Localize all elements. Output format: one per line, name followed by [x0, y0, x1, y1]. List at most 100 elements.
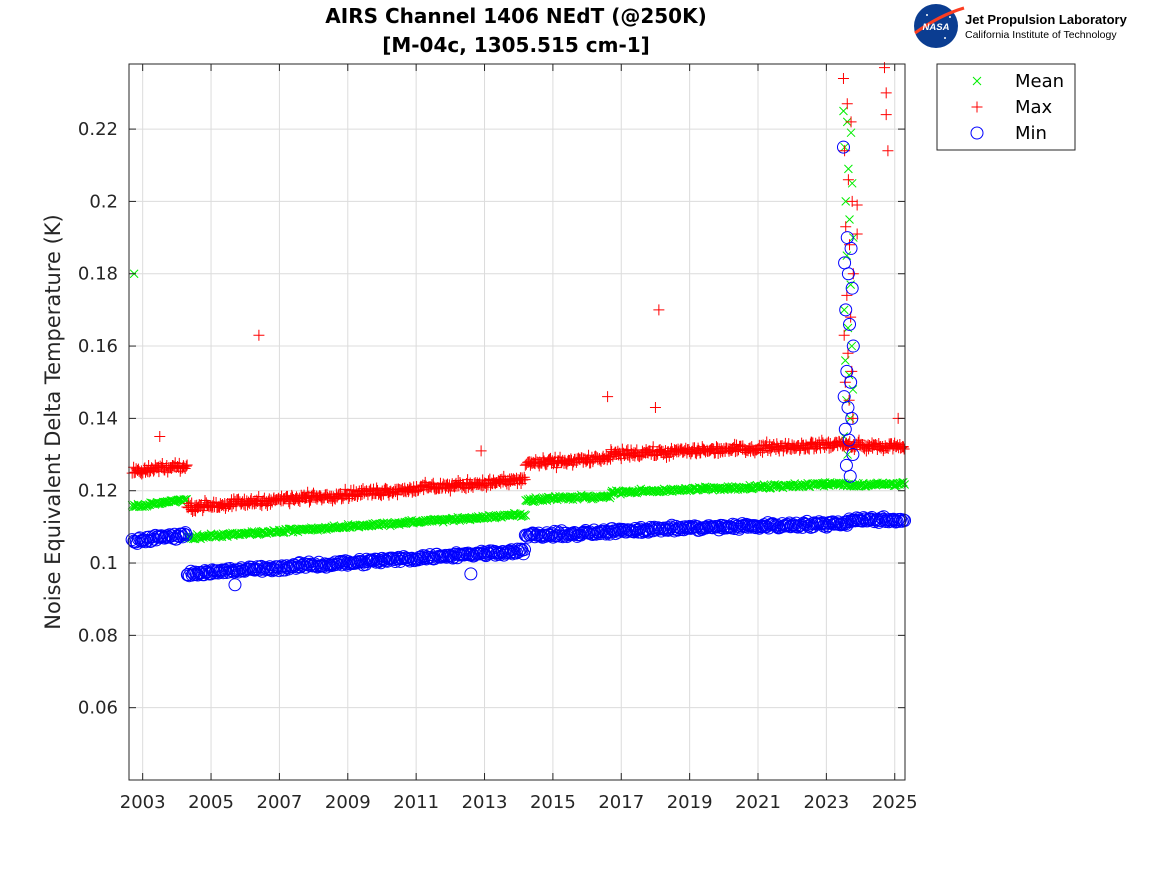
min-spike-point [846, 339, 860, 353]
max-point [199, 495, 211, 507]
min-outlier-point [228, 578, 242, 592]
max-point [897, 441, 909, 453]
legend-marker-max [971, 101, 983, 113]
max-outlier-point [851, 199, 863, 211]
x-tick-label: 2005 [188, 792, 234, 813]
min-spike-point [836, 140, 850, 154]
min-point [230, 564, 244, 578]
max-point [642, 447, 654, 459]
nasa-wordmark: NASA [923, 22, 950, 33]
mean-point [521, 511, 531, 520]
mean-spike-point [841, 197, 851, 206]
min-point [801, 519, 815, 533]
axes: 2003 2005 2007 2009 2011 2013 2015 2017 2019 2021… [78, 63, 918, 813]
chart-title: AIRS Channel 1406 NEdT (@250K) [325, 4, 706, 28]
min-point [700, 520, 714, 534]
mean-spike-point [847, 178, 857, 188]
x-tick-label: 2007 [257, 792, 303, 813]
nasa-swoosh-icon [914, 6, 965, 35]
legend-label-mean: Mean [1015, 71, 1064, 92]
mean-spike-point [844, 164, 853, 174]
x-tick-label: 2015 [530, 792, 576, 813]
chart-subtitle: [M-04c, 1305.515 cm-1] [382, 33, 650, 57]
max-outlier-point [154, 430, 166, 442]
max-outlier-point [880, 109, 892, 121]
min-point [634, 520, 648, 534]
y-tick-label: 0.16 [78, 336, 118, 357]
mean-spike-point [843, 450, 852, 459]
plot-frame [128, 63, 906, 781]
max-point [729, 446, 741, 458]
x-tick-label: 2021 [735, 792, 781, 813]
max-point [518, 471, 530, 483]
max-point [550, 462, 562, 474]
series-min [125, 140, 912, 592]
max-spike-point [837, 72, 849, 84]
max-spike-point [845, 116, 857, 128]
max-point [849, 441, 861, 453]
mean-point [719, 485, 729, 494]
max-point [750, 444, 762, 456]
max-point [761, 436, 773, 448]
legend-label-max: Max [1015, 97, 1053, 118]
x-tick-label: 2019 [667, 792, 713, 813]
min-point [518, 543, 532, 557]
jpl-subname: California Institute of Technology [965, 29, 1117, 41]
mean-point [161, 497, 170, 507]
max-point [796, 437, 808, 449]
max-outlier-point [851, 228, 863, 240]
mean-spike-point [848, 385, 858, 394]
min-spike-point [845, 281, 859, 295]
min-point [304, 557, 318, 571]
series-max [126, 62, 910, 518]
max-point [745, 445, 757, 457]
max-point [659, 445, 671, 457]
y-axis-label: Noise Equivalent Delta Temperature (K) [41, 214, 65, 630]
min-spike-point [843, 317, 857, 331]
legend-marker-min [970, 126, 984, 140]
max-point [180, 460, 192, 472]
min-point [528, 530, 542, 544]
min-spike-point [839, 303, 853, 317]
mean-spike-point [842, 251, 852, 261]
max-point [641, 447, 653, 459]
y-tick-label: 0.22 [78, 119, 118, 140]
max-outlier-point [475, 445, 487, 457]
y-tick-label: 0.08 [78, 625, 118, 646]
mean-point [257, 527, 267, 536]
max-point [181, 459, 193, 471]
max-point [710, 441, 722, 453]
max-point [898, 443, 910, 455]
min-spike-point [846, 448, 860, 462]
min-spike-point [844, 375, 858, 389]
mean-point [412, 517, 422, 527]
max-spike-point [840, 221, 852, 233]
y-tick-label: 0.06 [78, 698, 118, 719]
mean-point [182, 494, 191, 504]
min-point [181, 567, 195, 581]
star-icon [949, 16, 951, 18]
mean-point [898, 477, 908, 487]
min-spike-point [845, 411, 859, 425]
min-point [890, 514, 904, 528]
min-point [390, 551, 404, 565]
mean-spike-point [846, 128, 856, 138]
max-point [238, 493, 250, 505]
max-spike-point [847, 412, 859, 424]
y-tick-label: 0.1 [89, 553, 118, 574]
x-tick-label: 2023 [803, 792, 849, 813]
star-icon [926, 14, 928, 16]
max-spike-point [838, 329, 850, 341]
y-tick-label: 0.18 [78, 264, 118, 285]
mean-spike-point [839, 106, 848, 116]
min-spike-point [842, 433, 856, 447]
y-tick-label: 0.12 [78, 481, 118, 502]
jpl-logo: NASA Jet Propulsion Laboratory Californi… [914, 4, 1128, 48]
max-spike-point [842, 174, 854, 186]
legend-marker-mean [972, 76, 982, 86]
max-point [516, 472, 528, 484]
x-tick-label: 2003 [120, 792, 166, 813]
max-point [303, 496, 315, 508]
min-point [211, 566, 225, 580]
